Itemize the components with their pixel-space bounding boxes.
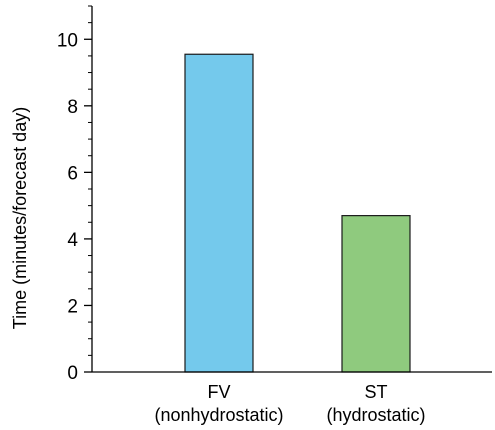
x-tick-label: ST <box>364 382 387 402</box>
y-tick-label: 4 <box>67 230 78 251</box>
y-tick-label: 10 <box>57 30 78 51</box>
y-tick-label: 8 <box>67 97 78 118</box>
y-tick-label: 6 <box>67 163 78 184</box>
bars-layer <box>184 53 411 373</box>
x-tick-label: FV <box>207 382 230 402</box>
x-tick-label: (nonhydrostatic) <box>154 405 283 425</box>
y-ticks-layer: 0 2 4 6 8 10 <box>57 5 92 384</box>
y-axis-label: Time (minutes/forecast day) <box>10 107 30 329</box>
x-tick-label: (hydrostatic) <box>326 405 425 425</box>
x-tick-labels-layer: FV (nonhydrostatic) ST (hydrostatic) <box>154 382 425 425</box>
bar-0 <box>184 53 254 373</box>
y-tick-label: 2 <box>67 296 78 317</box>
bar-1 <box>341 215 411 373</box>
y-tick-label: 0 <box>67 363 78 384</box>
